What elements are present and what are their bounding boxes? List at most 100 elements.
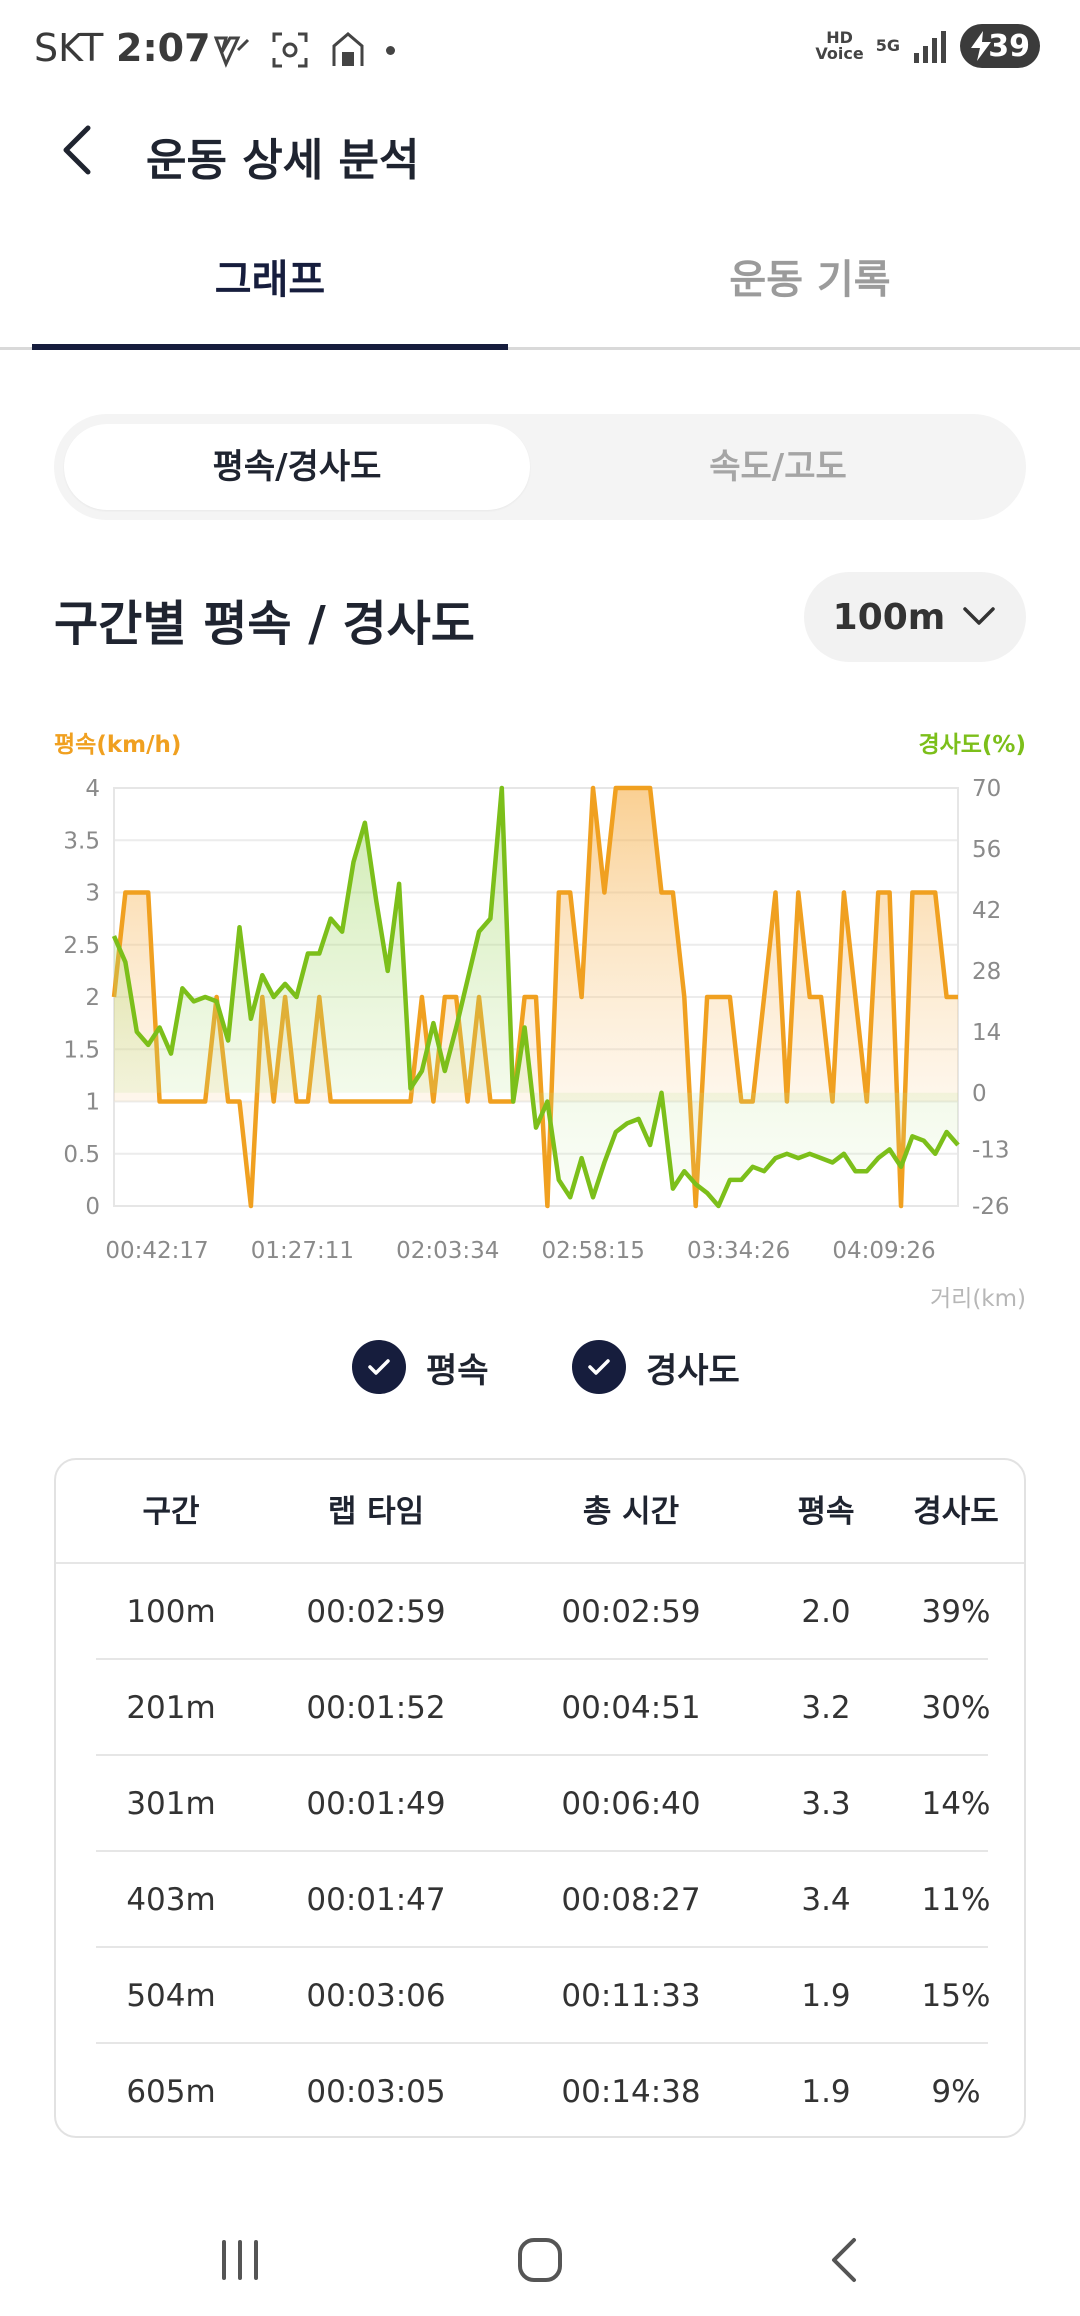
y-left-tick-label: 1	[85, 1090, 100, 1116]
cell-grade: 9%	[931, 2074, 981, 2110]
cell-total-time: 00:02:59	[561, 1594, 701, 1630]
cell-lap-time: 00:03:06	[306, 1978, 446, 2014]
grade-series-area	[114, 788, 958, 1206]
cell-avg-speed: 3.3	[801, 1786, 851, 1822]
page-title: 운동 상세 분석	[146, 135, 420, 186]
chart-type-toggle: 평속/경사도 속도/고도	[54, 414, 1026, 520]
chart-legend: 평속 경사도	[0, 1340, 1080, 1410]
x-tick-label: 00:42:17	[105, 1238, 208, 1264]
y-right-tick-label: -13	[972, 1137, 1010, 1163]
segment-speed-grade[interactable]: 평속/경사도	[64, 424, 530, 510]
x-axis-title: 거리(km)	[930, 1286, 1026, 1312]
navigation-app-icon	[332, 32, 364, 66]
carrier-label: SKT	[34, 26, 104, 70]
check-icon	[572, 1340, 626, 1394]
screenshot-icon	[272, 32, 308, 68]
table-row: 403m 00:01:47 00:08:27 3.4 11%	[96, 1852, 990, 1948]
y-right-tick-label: 28	[972, 959, 1001, 985]
app-notification-icon	[213, 36, 250, 68]
cell-grade: 30%	[921, 1690, 991, 1726]
cell-lap-time: 00:03:05	[306, 2074, 446, 2110]
chart-canvas: 평속(km/h) 경사도(%) 거리(km) 4 3.5 3 2.5 2 1.5 1 0.5 0 70 5…	[54, 732, 1026, 1312]
cell-grade: 15%	[921, 1978, 991, 2014]
cell-grade: 11%	[921, 1882, 991, 1918]
header-avg-speed: 평속	[797, 1494, 855, 1530]
main-tabs: 그래프 운동 기록	[0, 240, 1080, 350]
cell-avg-speed: 1.9	[801, 2074, 851, 2110]
y-left-tick-label: 2.5	[63, 933, 100, 959]
legend-grade-toggle[interactable]: 경사도	[572, 1340, 740, 1394]
table-row: 100m 00:02:59 00:02:59 2.0 39%	[96, 1564, 990, 1660]
cell-total-time: 00:11:33	[561, 1978, 701, 2014]
battery-level: 39	[988, 28, 1030, 64]
y-left-tick-label: 1.5	[63, 1037, 100, 1063]
cell-interval: 201m	[126, 1690, 216, 1726]
tab-graph[interactable]: 그래프	[214, 257, 326, 303]
system-navigation-bar	[0, 2200, 1080, 2316]
cell-avg-speed: 2.0	[801, 1594, 851, 1630]
back-nav-icon[interactable]	[806, 2220, 886, 2300]
network-5g-icon: 5G	[875, 36, 900, 55]
cell-interval: 605m	[126, 2074, 216, 2110]
tab-workout-log[interactable]: 운동 기록	[729, 257, 891, 303]
x-tick-label: 01:27:11	[251, 1238, 354, 1264]
clock: 2:07	[116, 26, 211, 70]
y-left-tick-label: 0	[85, 1194, 100, 1220]
notification-icons	[212, 30, 395, 70]
header-total-time: 총 시간	[582, 1494, 680, 1530]
cell-lap-time: 00:01:47	[306, 1882, 446, 1918]
grade-series-line	[111, 785, 960, 1209]
chevron-down-icon	[963, 607, 996, 625]
table-row: 201m 00:01:52 00:04:51 3.2 30%	[96, 1660, 990, 1756]
charging-bolt-icon	[971, 31, 991, 61]
x-tick-label: 03:34:26	[687, 1238, 790, 1264]
cell-grade: 14%	[921, 1786, 991, 1822]
cell-grade: 39%	[921, 1594, 991, 1630]
system-icons: HD Voice 5G 39	[815, 24, 1040, 68]
cell-lap-time: 00:02:59	[306, 1594, 446, 1630]
y-left-tick-label: 0.5	[63, 1142, 100, 1168]
y-left-tick-label: 2	[85, 985, 100, 1011]
app-header: 운동 상세 분석	[0, 96, 1080, 206]
y-left-axis-title: 평속(km/h)	[54, 732, 181, 758]
cell-total-time: 00:04:51	[561, 1690, 701, 1726]
y-right-tick-label: 42	[972, 898, 1001, 924]
cell-avg-speed: 1.9	[801, 1978, 851, 2014]
y-left-tick-label: 3.5	[63, 828, 100, 854]
x-tick-label: 02:03:34	[396, 1238, 499, 1264]
x-tick-label: 04:09:26	[832, 1238, 935, 1264]
legend-speed-toggle[interactable]: 평속	[352, 1340, 489, 1394]
table-header: 구간 랩 타임 총 시간 평속 경사도	[56, 1460, 1024, 1564]
more-notifications-dot	[386, 45, 395, 55]
cell-avg-speed: 3.4	[801, 1882, 851, 1918]
signal-icon	[914, 31, 946, 63]
speed-series-line	[111, 785, 958, 1209]
home-icon[interactable]	[500, 2220, 580, 2300]
check-icon	[352, 1340, 406, 1394]
table-row: 301m 00:01:49 00:06:40 3.3 14%	[96, 1756, 990, 1852]
y-right-tick-label: 14	[972, 1020, 1001, 1046]
speed-grade-chart: 평속(km/h) 경사도(%) 거리(km) 4 3.5 3 2.5 2 1.5 1 0.5 0 70 5…	[0, 700, 1080, 1320]
table-row: 504m 00:03:06 00:11:33 1.9 15%	[96, 1948, 990, 2044]
recent-apps-icon[interactable]	[200, 2220, 280, 2300]
interval-dropdown[interactable]: 100m	[804, 572, 1026, 662]
battery-indicator: 39	[960, 24, 1040, 68]
header-interval: 구간	[142, 1494, 200, 1530]
interval-table: 구간 랩 타임 총 시간 평속 경사도 100m 00:02:59 00:02:59…	[54, 1458, 1026, 2138]
section-title: 구간별 평속 / 경사도	[54, 596, 475, 652]
cell-lap-time: 00:01:49	[306, 1786, 446, 1822]
segment-speed-altitude[interactable]: 속도/고도	[709, 447, 847, 487]
cell-interval: 403m	[126, 1882, 216, 1918]
hd-voice-icon: HD Voice	[815, 28, 864, 63]
back-arrow-icon[interactable]	[50, 120, 110, 180]
cell-avg-speed: 3.2	[801, 1690, 851, 1726]
status-bar: SKT 2:07 HD Voice 5G 39	[0, 0, 1080, 96]
y-right-tick-label: 70	[972, 776, 1001, 802]
y-right-tick-label: 0	[972, 1081, 987, 1107]
x-tick-label: 02:58:15	[542, 1238, 645, 1264]
header-grade: 경사도	[913, 1494, 999, 1530]
y-left-tick-label: 3	[85, 881, 100, 907]
active-tab-indicator	[32, 344, 508, 350]
legend-speed-label: 평속	[426, 1350, 489, 1391]
